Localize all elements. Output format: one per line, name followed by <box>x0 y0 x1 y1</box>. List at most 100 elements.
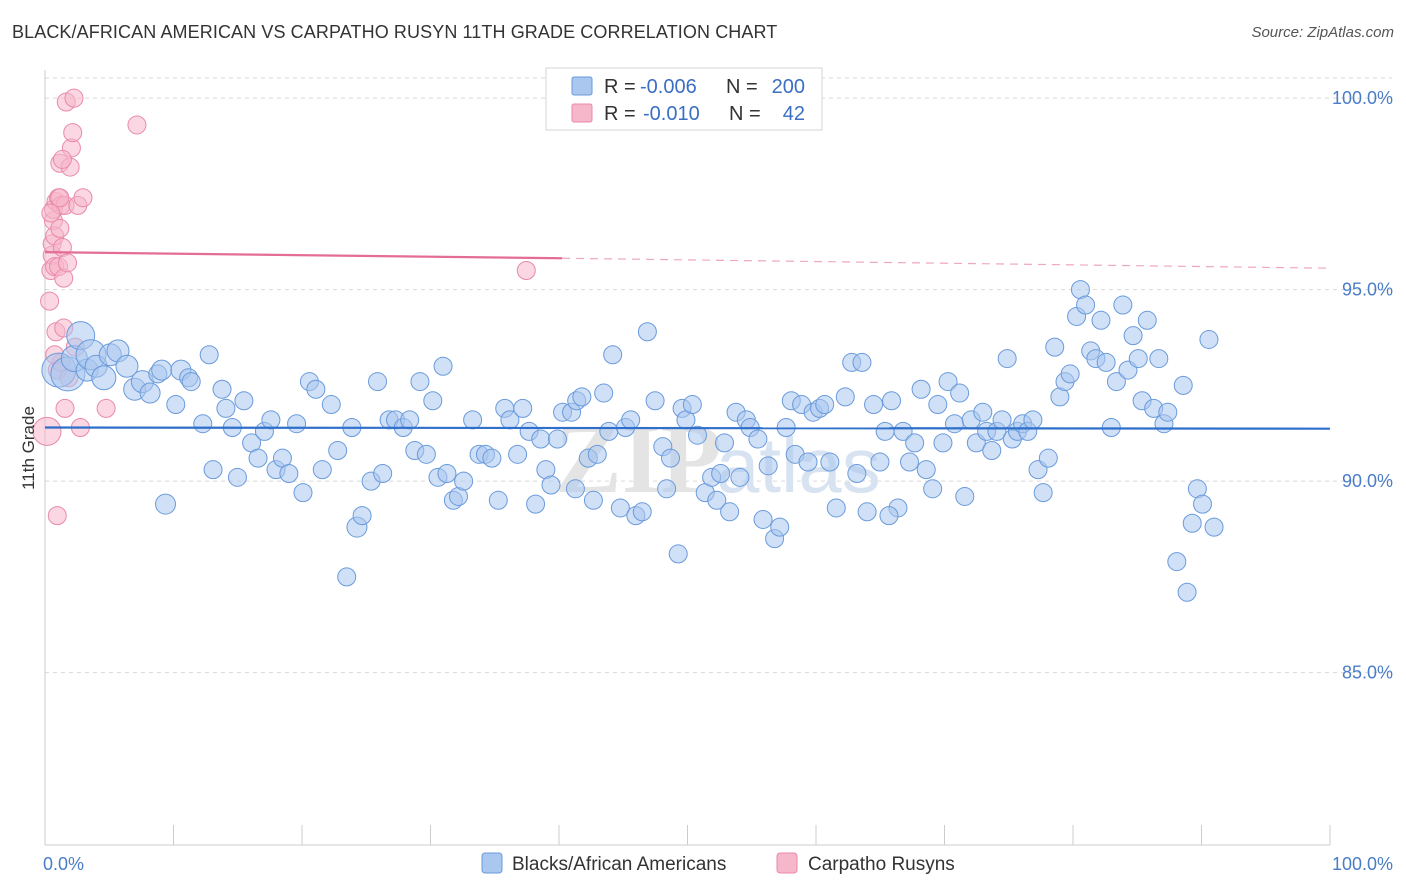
blue-point-15 <box>151 359 173 381</box>
blue-point-46 <box>352 506 372 526</box>
blue-point-13 <box>139 382 161 404</box>
blue-point-173 <box>1076 295 1096 315</box>
blue-point-107 <box>711 463 731 483</box>
source-label: Source: ZipAtlas.com <box>1251 24 1394 41</box>
blue-point-103 <box>688 425 707 445</box>
blue-point-75 <box>531 429 551 449</box>
blue-point-118 <box>770 517 790 537</box>
pink-point-38 <box>41 203 61 223</box>
blue-point-71 <box>508 444 528 464</box>
pink-point-37 <box>516 261 536 280</box>
blue-point-88 <box>603 345 623 365</box>
blue-point-123 <box>798 452 818 472</box>
blue-point-195 <box>1193 494 1213 514</box>
bottom-legend-label-blue: Blacks/African Americans <box>512 854 726 875</box>
blue-point-24 <box>212 379 232 399</box>
blacks-points <box>41 280 1224 602</box>
blue-point-77 <box>541 475 561 495</box>
blue-point-176 <box>1091 310 1111 330</box>
blue-point-142 <box>911 379 931 399</box>
blue-point-136 <box>875 421 895 441</box>
blue-point-170 <box>1060 364 1080 384</box>
blue-point-30 <box>248 448 268 468</box>
blue-point-192 <box>1177 582 1197 602</box>
blue-point-35 <box>279 463 299 483</box>
blue-point-165 <box>1033 483 1053 503</box>
blue-point-41 <box>321 395 341 415</box>
blue-point-179 <box>1106 372 1126 392</box>
pink-trend-line <box>44 251 563 260</box>
blue-point-21 <box>193 414 213 434</box>
chart-title: BLACK/AFRICAN AMERICAN VS CARPATHO RUSYN… <box>12 22 778 42</box>
blue-point-48 <box>368 372 388 392</box>
blue-point-187 <box>1149 349 1169 369</box>
pink-point-1 <box>40 291 60 311</box>
pink-point-32 <box>73 188 93 208</box>
blue-point-132 <box>852 352 872 372</box>
blue-point-143 <box>916 460 936 480</box>
blue-point-16 <box>155 493 177 515</box>
axes <box>44 70 1331 846</box>
blue-point-23 <box>203 460 223 480</box>
y-tick-label-1: 95.0% <box>1342 280 1393 300</box>
pink-point-0 <box>32 416 62 446</box>
blue-point-190 <box>1167 552 1187 572</box>
blue-point-131 <box>847 463 867 483</box>
pink-point-23 <box>58 253 78 273</box>
legend-swatch-blue <box>571 76 593 96</box>
legend-r-label-2: R = <box>604 103 636 125</box>
pink-point-28 <box>64 88 84 108</box>
blue-point-94 <box>637 322 657 342</box>
blue-point-20 <box>181 372 201 392</box>
blue-point-68 <box>488 490 508 510</box>
blue-point-74 <box>526 494 546 514</box>
blue-point-25 <box>216 398 236 418</box>
blue-point-135 <box>870 452 890 472</box>
blue-point-93 <box>632 502 652 522</box>
blue-point-128 <box>826 498 846 518</box>
blue-point-148 <box>945 414 964 434</box>
blue-point-182 <box>1123 326 1143 346</box>
legend-n-label-1: N = <box>726 76 758 98</box>
y-tick-label-2: 90.0% <box>1342 471 1393 491</box>
pink-point-14 <box>50 218 70 238</box>
blue-point-22 <box>199 345 219 365</box>
legend-n-value-2: 42 <box>783 103 805 125</box>
blue-point-129 <box>835 387 855 407</box>
blue-point-72 <box>513 398 533 418</box>
blue-point-82 <box>572 387 592 407</box>
legend-r-value-1: -0.006 <box>640 76 697 98</box>
blue-point-89 <box>610 498 630 518</box>
blue-point-115 <box>753 509 773 529</box>
blue-point-106 <box>707 490 727 510</box>
blue-point-140 <box>900 452 920 472</box>
pink-point-36 <box>127 115 147 135</box>
blue-point-199 <box>879 506 899 526</box>
blue-point-57 <box>423 391 443 411</box>
blue-point-167 <box>1045 337 1065 357</box>
blue-point-60 <box>437 463 457 483</box>
blue-point-86 <box>594 383 614 403</box>
blue-point-39 <box>306 379 326 399</box>
blue-point-67 <box>482 448 502 468</box>
blue-point-91 <box>621 410 641 430</box>
top-legend: R = -0.006 N = 200 R = -0.010 N = 42 <box>545 67 823 131</box>
blue-point-87 <box>599 421 619 441</box>
legend-r-value-2: -0.010 <box>643 103 700 125</box>
blue-point-37 <box>293 483 313 503</box>
legend-n-label-2: N = <box>729 103 761 125</box>
blue-point-7 <box>91 365 117 391</box>
blue-point-95 <box>645 391 665 411</box>
blue-point-193 <box>1182 513 1202 533</box>
blue-point-43 <box>337 567 357 587</box>
blue-point-177 <box>1096 352 1116 372</box>
blue-point-55 <box>410 372 430 392</box>
blue-point-133 <box>857 502 877 522</box>
blue-point-155 <box>982 441 1002 461</box>
blue-point-102 <box>682 395 702 415</box>
blue-point-157 <box>992 410 1012 430</box>
blue-point-197 <box>1204 517 1224 537</box>
y-tick-label-0: 100.0% <box>1332 88 1393 108</box>
blue-point-166 <box>1038 448 1058 468</box>
